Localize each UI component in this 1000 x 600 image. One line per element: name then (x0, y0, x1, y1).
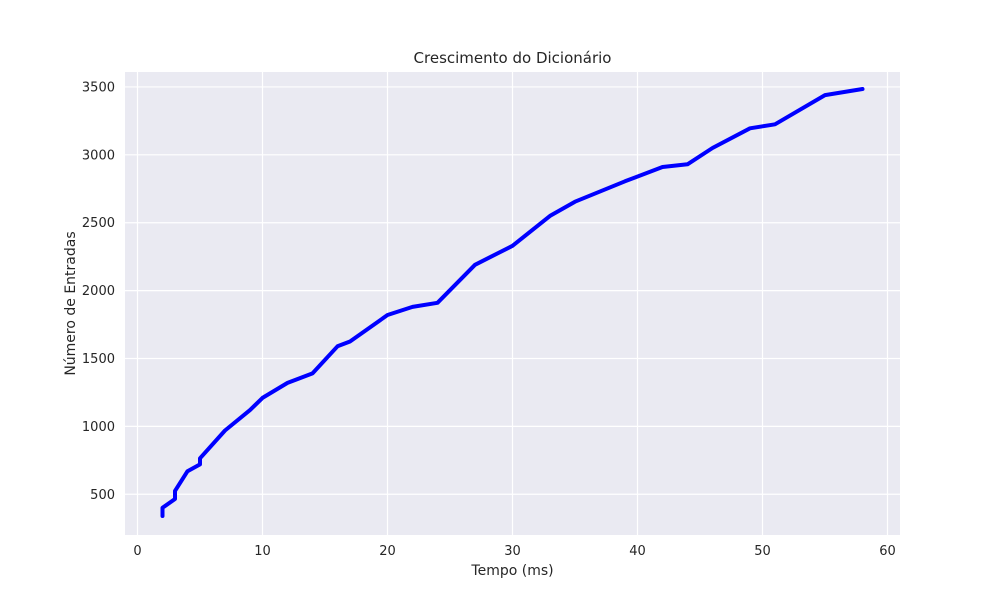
y-tick-label: 2000 (82, 284, 115, 299)
y-tick-label: 1500 (82, 352, 115, 367)
y-tick-label: 500 (90, 488, 115, 503)
x-tick-label: 20 (379, 544, 396, 559)
y-tick-label: 3500 (82, 80, 115, 95)
series-line (160, 87, 865, 518)
x-tick-label: 50 (754, 544, 771, 559)
y-tick-label: 1000 (82, 420, 115, 435)
y-tick-label: 2500 (82, 216, 115, 231)
x-tick-label: 60 (879, 544, 896, 559)
x-tick-label: 0 (133, 544, 141, 559)
y-axis-ticks: 500 1000 1500 2000 2500 3000 3500 (82, 80, 115, 502)
chart-title: Crescimento do Dicionário (414, 49, 612, 67)
grid-lines (125, 72, 900, 535)
x-axis-label: Tempo (ms) (470, 563, 553, 579)
x-tick-label: 40 (629, 544, 646, 559)
x-tick-label: 30 (504, 544, 521, 559)
series-layer (160, 87, 865, 518)
y-tick-label: 3000 (82, 148, 115, 163)
x-axis-ticks: 0 10 20 30 40 50 60 (133, 544, 895, 559)
x-tick-label: 10 (254, 544, 271, 559)
y-axis-label: Número de Entradas (63, 231, 79, 375)
